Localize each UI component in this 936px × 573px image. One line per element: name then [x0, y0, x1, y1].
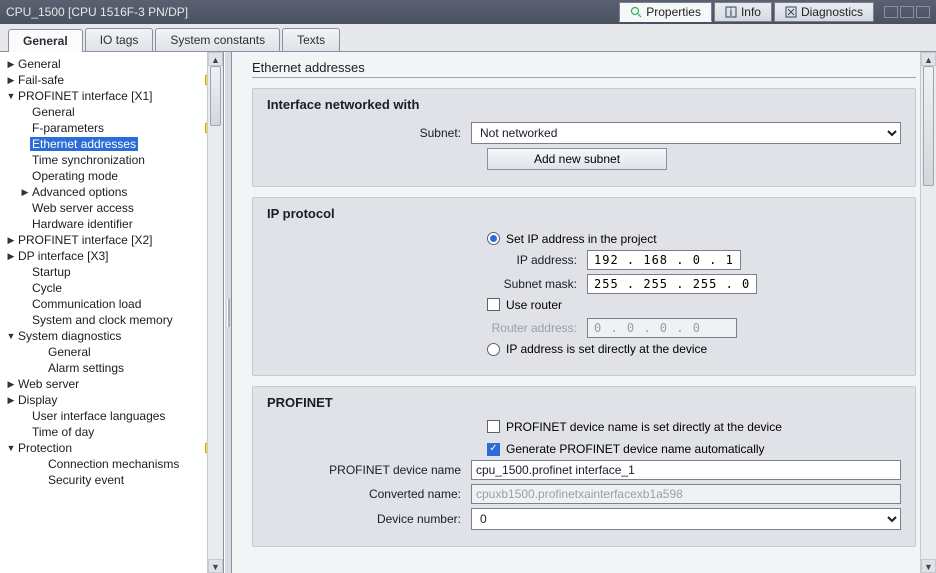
scroll-thumb[interactable]	[210, 66, 221, 126]
diagnostics-tab[interactable]: Diagnostics	[774, 2, 874, 22]
nav-profinet-x2[interactable]: ▶PROFINET interface [X2]	[0, 232, 223, 248]
scroll-up-icon[interactable]: ▲	[208, 52, 223, 66]
pane-divider[interactable]	[224, 52, 232, 573]
nav-startup[interactable]: Startup	[0, 264, 223, 280]
checkbox-use-router[interactable]: Use router	[487, 298, 562, 312]
checkbox-devname-at-device[interactable]: PROFINET device name is set directly at …	[487, 420, 782, 434]
ip-protocol-title: IP protocol	[267, 206, 901, 221]
profinet-devname-label: PROFINET device name	[267, 463, 471, 477]
nav-failsafe[interactable]: ▶Fail-safe	[0, 72, 223, 88]
tab-texts[interactable]: Texts	[282, 28, 340, 51]
device-number-label: Device number:	[267, 512, 471, 526]
nav-display[interactable]: ▶Display	[0, 392, 223, 408]
nav-x1-time-sync[interactable]: Time synchronization	[0, 152, 223, 168]
nav-sd-general[interactable]: General	[0, 344, 223, 360]
subnet-label: Subnet:	[267, 126, 471, 140]
nav-x1-advanced-options[interactable]: ▶Advanced options	[0, 184, 223, 200]
svg-text:i: i	[730, 6, 733, 18]
section-heading: Ethernet addresses	[252, 60, 916, 78]
nav-time-of-day[interactable]: Time of day	[0, 424, 223, 440]
nav-tree: ▶General ▶Fail-safe ▼PROFINET interface …	[0, 52, 224, 573]
nav-x1-ethernet-addresses[interactable]: Ethernet addresses	[0, 136, 223, 152]
scroll-up-icon[interactable]: ▲	[921, 52, 936, 66]
add-subnet-button[interactable]: Add new subnet	[487, 148, 667, 170]
scroll-down-icon[interactable]: ▼	[208, 559, 223, 573]
ip-address-input[interactable]: 192 . 168 . 0 . 1	[587, 250, 741, 270]
diagnostics-icon	[785, 6, 797, 18]
diagnostics-label: Diagnostics	[801, 5, 863, 19]
tab-iotags[interactable]: IO tags	[85, 28, 154, 51]
scroll-down-icon[interactable]: ▼	[921, 559, 936, 573]
window-btn-3[interactable]	[916, 6, 930, 18]
content-scrollbar[interactable]: ▲ ▼	[920, 52, 936, 573]
device-number-select[interactable]: 0	[471, 508, 901, 530]
scroll-thumb[interactable]	[923, 66, 934, 186]
nav-general[interactable]: ▶General	[0, 56, 223, 72]
nav-communication-load[interactable]: Communication load	[0, 296, 223, 312]
interface-title: Interface networked with	[267, 97, 901, 112]
info-icon: i	[725, 6, 737, 18]
window-title: CPU_1500 [CPU 1516F-3 PN/DP]	[6, 5, 188, 19]
subsection-ip-protocol: IP protocol Set IP address in the projec…	[252, 197, 916, 376]
nav-x1-operating-mode[interactable]: Operating mode	[0, 168, 223, 184]
nav-x1-fparameters[interactable]: F-parameters	[0, 120, 223, 136]
nav-protection[interactable]: ▼Protection	[0, 440, 223, 456]
nav-x1-web-server-access[interactable]: Web server access	[0, 200, 223, 216]
nav-ui-languages[interactable]: User interface languages	[0, 408, 223, 424]
properties-tab[interactable]: Properties	[619, 2, 712, 22]
nav-system-clock-memory[interactable]: System and clock memory	[0, 312, 223, 328]
tab-system-constants[interactable]: System constants	[155, 28, 280, 51]
ip-address-label: IP address:	[267, 253, 587, 267]
nav-scrollbar[interactable]: ▲ ▼	[207, 52, 223, 573]
radio-ip-at-device[interactable]: IP address is set directly at the device	[487, 342, 707, 356]
router-address-input: 0 . 0 . 0 . 0	[587, 318, 737, 338]
info-tab[interactable]: i Info	[714, 2, 772, 22]
properties-icon	[630, 6, 642, 18]
window-controls	[884, 6, 930, 18]
profinet-title: PROFINET	[267, 395, 901, 410]
checkbox-generate-devname[interactable]: Generate PROFINET device name automatica…	[487, 442, 765, 456]
nav-web-server[interactable]: ▶Web server	[0, 376, 223, 392]
nav-profinet-x1[interactable]: ▼PROFINET interface [X1]	[0, 88, 223, 104]
subnet-select[interactable]: Not networked	[471, 122, 901, 144]
window-btn-1[interactable]	[884, 6, 898, 18]
nav-system-diagnostics[interactable]: ▼System diagnostics	[0, 328, 223, 344]
subsection-profinet: PROFINET PROFINET device name is set dir…	[252, 386, 916, 548]
subnet-mask-label: Subnet mask:	[267, 277, 587, 291]
properties-label: Properties	[646, 5, 701, 19]
converted-name-input	[471, 484, 901, 504]
nav-cycle[interactable]: Cycle	[0, 280, 223, 296]
nav-connection-mechanisms[interactable]: Connection mechanisms	[0, 456, 223, 472]
tab-general[interactable]: General	[8, 29, 83, 52]
subsection-interface: Interface networked with Subnet: Not net…	[252, 88, 916, 187]
subnet-mask-input[interactable]: 255 . 255 . 255 . 0	[587, 274, 757, 294]
content-pane: Ethernet addresses Interface networked w…	[232, 52, 936, 573]
titlebar: CPU_1500 [CPU 1516F-3 PN/DP] Properties …	[0, 0, 936, 24]
router-address-label: Router address:	[267, 321, 587, 335]
nav-x1-hardware-identifier[interactable]: Hardware identifier	[0, 216, 223, 232]
nav-dp-x3[interactable]: ▶DP interface [X3]	[0, 248, 223, 264]
info-label: Info	[741, 5, 761, 19]
converted-name-label: Converted name:	[267, 487, 471, 501]
nav-security-event[interactable]: Security event	[0, 472, 223, 488]
nav-x1-general[interactable]: General	[0, 104, 223, 120]
main-tabstrip: General IO tags System constants Texts	[0, 24, 936, 52]
window-btn-2[interactable]	[900, 6, 914, 18]
nav-sd-alarm-settings[interactable]: Alarm settings	[0, 360, 223, 376]
radio-set-ip-in-project[interactable]: Set IP address in the project	[487, 232, 657, 246]
profinet-devname-input[interactable]	[471, 460, 901, 480]
